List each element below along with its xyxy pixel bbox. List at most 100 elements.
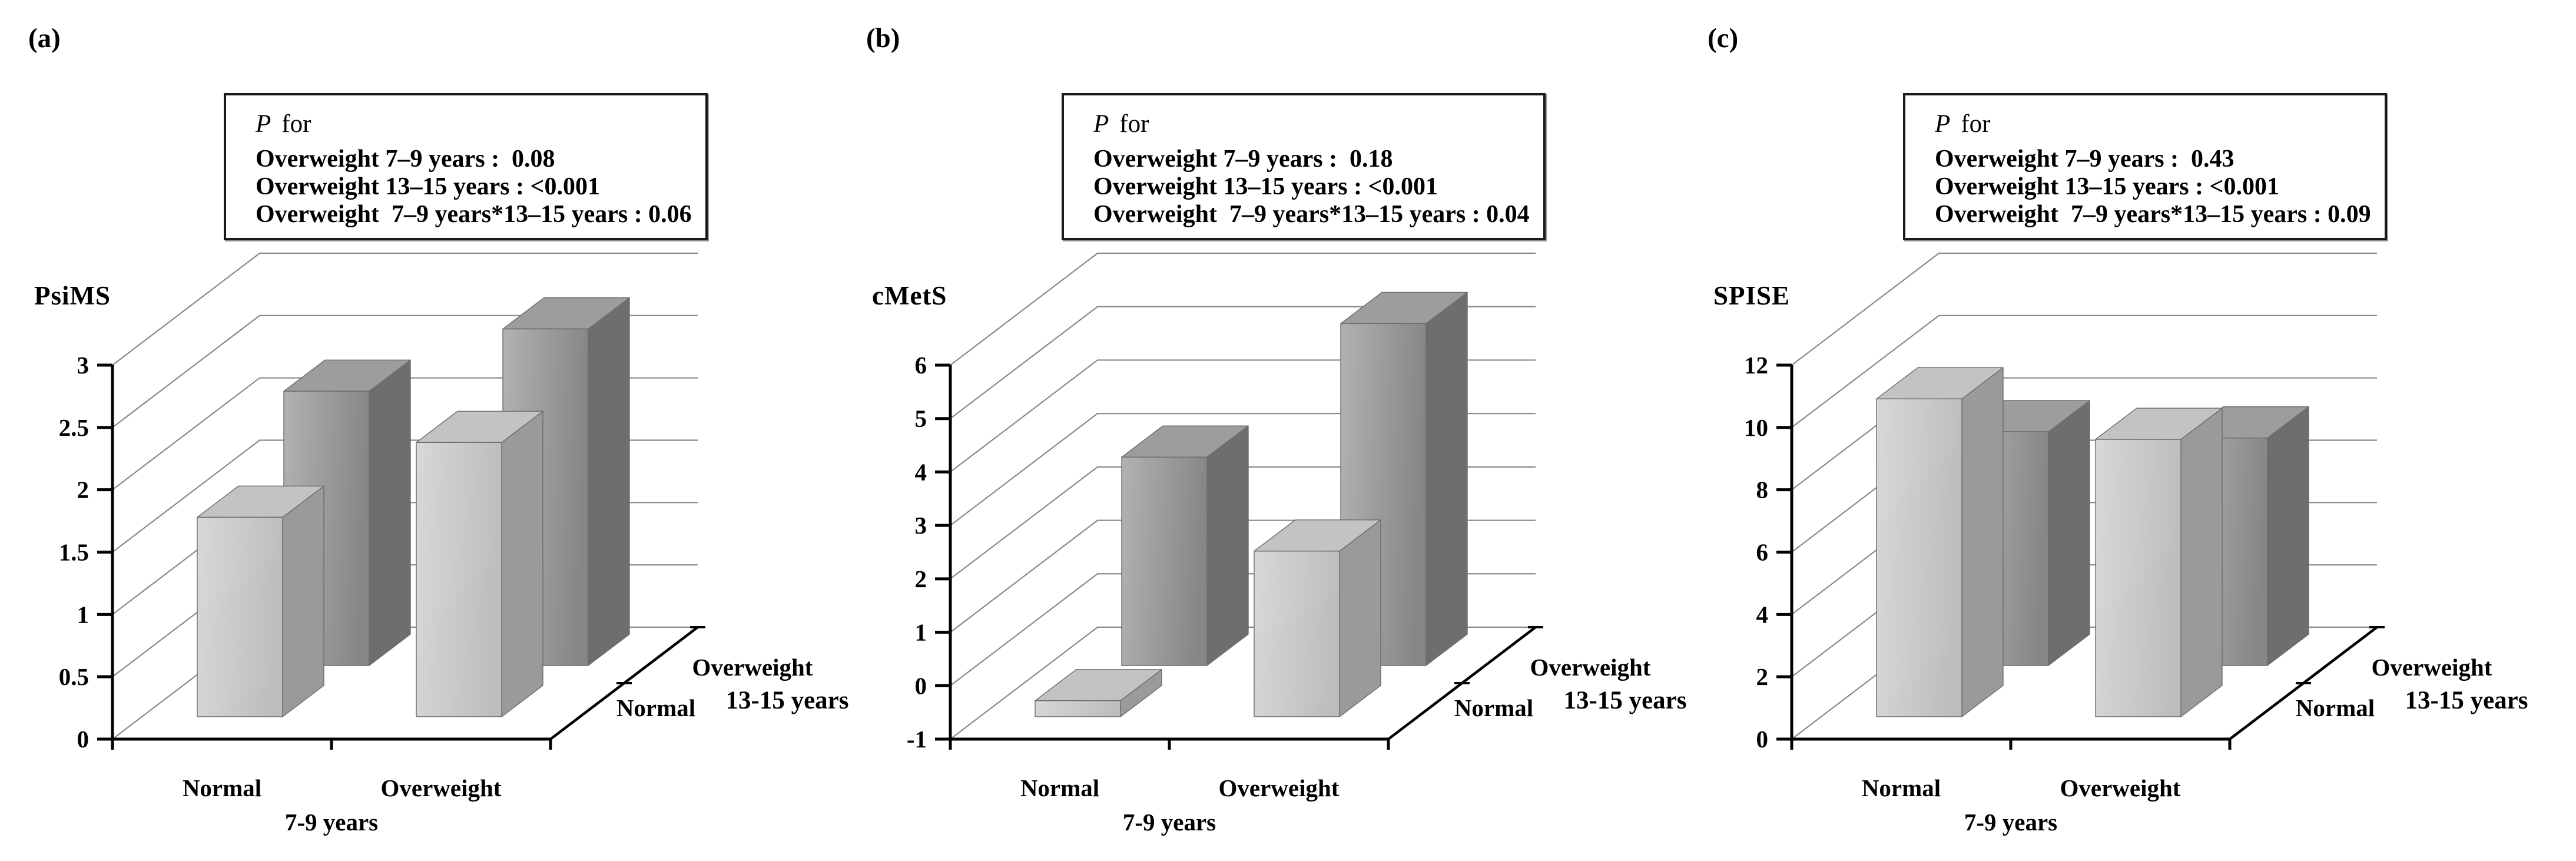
bar-normal-13-15-normal bbox=[1035, 669, 1162, 717]
gridline bbox=[1791, 252, 2377, 366]
bar-normal-13-15-normal bbox=[1876, 367, 2004, 717]
depth-category-label-normal: Normal bbox=[1454, 694, 1533, 721]
legend-pvalue-overweight-7-9: Overweight 7–9 years : 0.18 bbox=[1093, 145, 1393, 173]
legend-p-for: for bbox=[281, 110, 311, 138]
value-tick-label: 5 bbox=[915, 405, 927, 432]
value-tick-label: 0 bbox=[77, 726, 89, 753]
value-tick-label: 12 bbox=[1744, 352, 1768, 379]
legend-pvalue-overweight-13-15: Overweight 13–15 years : <0.001 bbox=[1093, 173, 1438, 200]
value-tick-label: 8 bbox=[1756, 476, 1769, 504]
value-tick-label: 0 bbox=[1756, 726, 1769, 753]
gridline bbox=[950, 252, 1536, 366]
legend-pvalue-interaction: Overweight 7–9 years*13–15 years : 0.04 bbox=[1093, 201, 1530, 228]
bar-side-face bbox=[1339, 519, 1381, 717]
group-axis-label: 7-9 years bbox=[1964, 809, 2057, 836]
value-tick-label: 4 bbox=[1756, 601, 1769, 628]
value-axis-title-cmets: cMetS bbox=[872, 281, 947, 310]
bar-normal-13-15-overweight bbox=[1254, 519, 1381, 717]
bar-front-face bbox=[1035, 700, 1121, 717]
value-tick-label: 6 bbox=[1756, 539, 1769, 566]
value-tick-label: 1 bbox=[915, 619, 927, 646]
legend-p-for: for bbox=[1961, 110, 1991, 138]
bar-side-face bbox=[282, 485, 324, 717]
legend-pvalue-overweight-13-15: Overweight 13–15 years : <0.001 bbox=[1935, 173, 2279, 200]
value-tick-label: 3 bbox=[77, 352, 89, 379]
bar-normal-13-15-normal bbox=[197, 485, 324, 717]
value-tick-label: 2 bbox=[77, 476, 89, 504]
category-label-overweight: Overweight bbox=[2060, 774, 2181, 802]
value-tick-label: 0.5 bbox=[59, 663, 89, 690]
bar-front-face bbox=[416, 442, 502, 717]
bar-overweight-13-15-normal bbox=[1121, 425, 1249, 666]
depth-axis-label: 13-15 years bbox=[1564, 687, 1687, 714]
value-axis-title-spise: SPISE bbox=[1713, 281, 1791, 310]
bar-side-face bbox=[369, 359, 411, 666]
value-axis-title-psims: PsiMS bbox=[34, 281, 111, 310]
category-label-normal: Normal bbox=[1862, 774, 1941, 802]
legend-pvalue-interaction: Overweight 7–9 years*13–15 years : 0.06 bbox=[256, 201, 692, 228]
depth-axis-label: 13-15 years bbox=[2405, 687, 2528, 714]
value-tick-label: -1 bbox=[907, 726, 927, 753]
legend-p-for: for bbox=[1119, 110, 1149, 138]
bar-front-face bbox=[1121, 456, 1208, 666]
bar-side-face bbox=[588, 297, 630, 666]
value-tick-label: 1 bbox=[77, 601, 89, 628]
category-label-overweight: Overweight bbox=[381, 774, 502, 802]
value-tick-label: 2 bbox=[915, 565, 927, 592]
depth-category-label-normal: Normal bbox=[2296, 694, 2375, 721]
category-label-overweight: Overweight bbox=[1219, 774, 1340, 802]
bar-side-face bbox=[501, 410, 543, 717]
bar-front-face bbox=[2095, 439, 2182, 717]
depth-category-label-normal: Normal bbox=[616, 694, 695, 721]
gridline bbox=[1791, 314, 2377, 428]
bar-normal-13-15-overweight bbox=[2095, 408, 2223, 717]
group-axis-label: 7-9 years bbox=[1123, 809, 1216, 836]
bar-side-face bbox=[1961, 367, 2004, 717]
legend-pvalue-interaction: Overweight 7–9 years*13–15 years : 0.09 bbox=[1935, 201, 2371, 228]
value-tick-label: 4 bbox=[915, 458, 927, 485]
value-tick-label: 0 bbox=[915, 672, 927, 699]
gridline bbox=[112, 252, 698, 366]
depth-category-label-overweight: Overweight bbox=[692, 654, 813, 681]
category-label-normal: Normal bbox=[183, 774, 261, 802]
depth-axis-label: 13-15 years bbox=[726, 687, 849, 714]
value-tick-label: 2 bbox=[1756, 663, 1769, 690]
legend-p-symbol: P bbox=[1093, 110, 1109, 138]
depth-category-label-overweight: Overweight bbox=[2372, 654, 2492, 681]
bar-overweight-13-15-overweight bbox=[1340, 292, 1468, 666]
legend-pvalue-overweight-7-9: Overweight 7–9 years : 0.08 bbox=[256, 145, 555, 173]
legend-pvalue-overweight-13-15: Overweight 13–15 years : <0.001 bbox=[256, 173, 600, 200]
bar-front-face bbox=[1254, 551, 1340, 717]
bar-normal-13-15-overweight bbox=[416, 410, 543, 717]
category-label-normal: Normal bbox=[1020, 774, 1099, 802]
panel-letter-c: (c) bbox=[1708, 23, 1739, 54]
value-tick-label: 6 bbox=[915, 352, 927, 379]
depth-category-label-overweight: Overweight bbox=[1530, 654, 1651, 681]
legend-p-symbol: P bbox=[1935, 110, 1951, 138]
bar-front-face bbox=[197, 516, 283, 717]
group-axis-label: 7-9 years bbox=[285, 809, 378, 836]
value-tick-label: 10 bbox=[1744, 414, 1768, 441]
bar-side-face bbox=[1425, 292, 1468, 666]
panel-letter-a: (a) bbox=[28, 23, 61, 54]
value-tick-label: 2.5 bbox=[59, 414, 89, 441]
bar-side-face bbox=[2048, 400, 2090, 666]
bar-side-face bbox=[2180, 408, 2223, 717]
panel-letter-b: (b) bbox=[866, 23, 900, 54]
value-tick-label: 1.5 bbox=[59, 539, 89, 566]
legend-pvalue-overweight-7-9: Overweight 7–9 years : 0.43 bbox=[1935, 145, 2234, 173]
legend-p-symbol: P bbox=[256, 110, 271, 138]
